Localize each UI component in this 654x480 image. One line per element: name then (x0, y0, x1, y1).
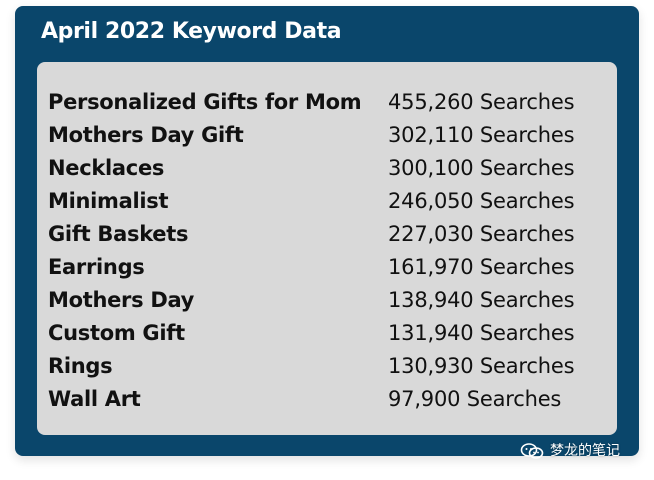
card-title: April 2022 Keyword Data (41, 19, 342, 44)
keyword-term: Custom Gift (48, 321, 185, 345)
keyword-search-count: 302,110 Searches (388, 123, 575, 147)
keyword-search-count: 97,900 Searches (388, 387, 562, 411)
keyword-row: Mothers Day 138,940 Searches (48, 284, 617, 317)
watermark: 梦龙的笔记 (520, 442, 620, 460)
keyword-row: Wall Art 97,900 Searches (48, 383, 617, 416)
keyword-row: Necklaces 300,100 Searches (48, 152, 617, 185)
keyword-term: Necklaces (48, 156, 165, 180)
keyword-search-count: 131,940 Searches (388, 321, 575, 345)
keyword-term: Wall Art (48, 387, 141, 411)
keyword-search-count: 455,260 Searches (388, 90, 575, 114)
keyword-search-count: 130,930 Searches (388, 354, 575, 378)
keyword-search-count: 300,100 Searches (388, 156, 575, 180)
keyword-row: Custom Gift 131,940 Searches (48, 317, 617, 350)
keyword-term: Personalized Gifts for Mom (48, 90, 362, 114)
keyword-row: Rings 130,930 Searches (48, 350, 617, 383)
keyword-term: Minimalist (48, 189, 169, 213)
keyword-search-count: 227,030 Searches (388, 222, 575, 246)
keyword-term: Gift Baskets (48, 222, 189, 246)
keyword-row: Mothers Day Gift 302,110 Searches (48, 119, 617, 152)
keyword-search-count: 246,050 Searches (388, 189, 575, 213)
keyword-row: Minimalist 246,050 Searches (48, 185, 617, 218)
keyword-term: Mothers Day (48, 288, 195, 312)
keyword-list: Personalized Gifts for Mom 455,260 Searc… (48, 86, 617, 416)
keyword-term: Earrings (48, 255, 145, 279)
keyword-term: Mothers Day Gift (48, 123, 244, 147)
wechat-icon (520, 442, 544, 460)
keyword-row: Personalized Gifts for Mom 455,260 Searc… (48, 86, 617, 119)
keyword-row: Earrings 161,970 Searches (48, 251, 617, 284)
keyword-search-count: 161,970 Searches (388, 255, 575, 279)
keyword-panel: Personalized Gifts for Mom 455,260 Searc… (37, 62, 617, 435)
keyword-term: Rings (48, 354, 113, 378)
keyword-data-card: April 2022 Keyword Data Personalized Gif… (15, 6, 639, 456)
keyword-search-count: 138,940 Searches (388, 288, 575, 312)
watermark-text: 梦龙的笔记 (550, 443, 620, 459)
keyword-row: Gift Baskets 227,030 Searches (48, 218, 617, 251)
